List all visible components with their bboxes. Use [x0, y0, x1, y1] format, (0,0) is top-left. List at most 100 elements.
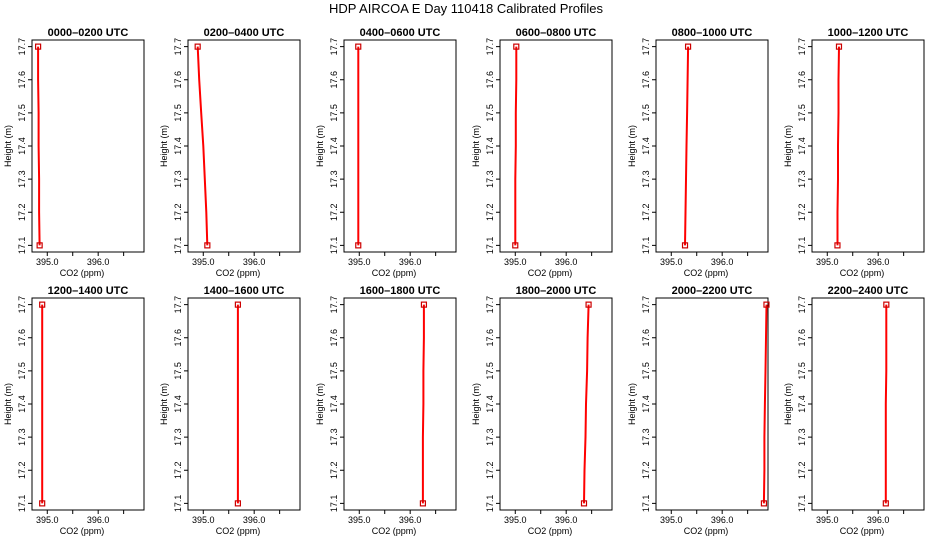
- y-tick-label: 17.5: [173, 104, 183, 122]
- profile-marker: [204, 242, 211, 249]
- y-tick-label: 17.1: [17, 237, 27, 255]
- y-axis-label: Height (m): [471, 383, 481, 425]
- y-tick-label: 17.2: [485, 203, 495, 221]
- y-tick-label: 17.3: [797, 428, 807, 446]
- profile-marker: [35, 43, 42, 50]
- x-tick-label: 396.0: [867, 257, 890, 267]
- profile-panel: 1400–1600 UTC 395.0 396.0 17.1 17.2 17.3 17.4 1…: [159, 285, 301, 536]
- y-axis-label: Height (m): [3, 383, 13, 425]
- y-tick-label: 17.1: [641, 237, 651, 255]
- y-tick-label: 17.7: [797, 296, 807, 314]
- y-tick-label: 17.4: [641, 137, 651, 155]
- profile-marker: [760, 500, 768, 507]
- y-tick-label: 17.6: [797, 329, 807, 347]
- y-tick-label: 17.2: [485, 461, 495, 479]
- profile-line: [514, 46, 518, 246]
- plot-frame: [31, 39, 145, 253]
- y-tick-label: 17.6: [485, 71, 495, 89]
- profile-marker: [420, 301, 428, 308]
- y-tick-label: 17.4: [485, 395, 495, 413]
- profile-marker: [585, 301, 592, 308]
- y-tick-label: 17.7: [173, 296, 183, 314]
- y-tick-label: 17.2: [641, 461, 651, 479]
- y-tick-label: 17.3: [641, 170, 651, 188]
- x-tick-label: 395.0: [660, 515, 683, 525]
- y-tick-label: 17.6: [173, 71, 183, 89]
- y-tick-label: 17.7: [797, 38, 807, 56]
- y-tick-label: 17.4: [329, 137, 339, 155]
- profile-marker: [684, 43, 692, 50]
- y-tick-label: 17.2: [641, 203, 651, 221]
- y-tick-label: 17.2: [173, 461, 183, 479]
- panel-title: 0400–0600 UTC: [360, 27, 441, 39]
- x-tick-label: 396.0: [399, 515, 422, 525]
- profile-line: [836, 46, 840, 246]
- y-tick-label: 17.7: [485, 296, 495, 314]
- profile-marker: [835, 43, 843, 50]
- x-tick-label: 396.0: [711, 515, 734, 525]
- profile-line: [196, 46, 209, 246]
- y-tick-label: 17.4: [17, 137, 27, 155]
- x-tick-label: 396.0: [87, 257, 110, 267]
- x-tick-label: 396.0: [243, 257, 266, 267]
- y-tick-label: 17.5: [641, 104, 651, 122]
- plot-frame: [343, 297, 457, 511]
- profile-panel: 0000–0200 UTC 395.0 396.0 17.1 17.2 17.3 17.4 1…: [3, 27, 145, 278]
- profile-marker: [512, 242, 519, 249]
- y-tick-label: 17.3: [485, 170, 495, 188]
- y-tick-label: 17.5: [173, 362, 183, 380]
- y-tick-label: 17.7: [17, 38, 27, 56]
- x-axis-label: CO2 (ppm): [684, 268, 729, 278]
- x-tick-label: 395.0: [816, 515, 839, 525]
- panel-title: 0200–0400 UTC: [204, 27, 285, 39]
- y-tick-label: 17.1: [485, 495, 495, 513]
- plot-frame: [499, 297, 613, 511]
- y-tick-label: 17.1: [329, 495, 339, 513]
- plot-frame: [343, 39, 457, 253]
- y-tick-label: 17.5: [17, 104, 27, 122]
- profile-line: [684, 46, 690, 246]
- x-axis-label: CO2 (ppm): [684, 526, 729, 536]
- panel-title: 0800–1000 UTC: [672, 27, 753, 39]
- x-axis-label: CO2 (ppm): [372, 526, 417, 536]
- x-tick-label: 395.0: [504, 257, 527, 267]
- x-axis-label: CO2 (ppm): [840, 268, 885, 278]
- panel-title: 1600–1800 UTC: [360, 285, 441, 297]
- profile-panel: 2000–2200 UTC 395.0 396.0 17.1 17.2 17.3 17.4 1…: [627, 285, 770, 536]
- profile-marker: [513, 43, 520, 50]
- y-tick-label: 17.7: [17, 296, 27, 314]
- profile-panel: 0600–0800 UTC 395.0 396.0 17.1 17.2 17.3 17.4 1…: [471, 27, 613, 278]
- y-tick-label: 17.7: [329, 296, 339, 314]
- panel-title: 1800–2000 UTC: [516, 285, 597, 297]
- panel-title: 1200–1400 UTC: [48, 285, 129, 297]
- panel-title: 0000–0200 UTC: [48, 27, 129, 39]
- y-tick-label: 17.4: [329, 395, 339, 413]
- y-axis-label: Height (m): [627, 383, 637, 425]
- y-tick-label: 17.1: [485, 237, 495, 255]
- y-tick-label: 17.2: [17, 203, 27, 221]
- profile-panel: 1600–1800 UTC 395.0 396.0 17.1 17.2 17.3 17.4 1…: [315, 285, 457, 536]
- x-tick-label: 396.0: [87, 515, 110, 525]
- x-tick-label: 396.0: [555, 515, 578, 525]
- y-tick-label: 17.2: [797, 461, 807, 479]
- y-tick-label: 17.5: [17, 362, 27, 380]
- profile-marker: [681, 242, 689, 249]
- y-tick-label: 17.1: [173, 495, 183, 513]
- x-tick-label: 396.0: [867, 515, 890, 525]
- y-tick-label: 17.7: [485, 38, 495, 56]
- panel-title: 0600–0800 UTC: [516, 27, 597, 39]
- x-axis-label: CO2 (ppm): [840, 526, 885, 536]
- x-tick-label: 395.0: [192, 257, 215, 267]
- profile-marker: [36, 242, 43, 249]
- panel-title: 2000–2200 UTC: [672, 285, 753, 297]
- y-tick-label: 17.1: [797, 237, 807, 255]
- x-tick-label: 395.0: [36, 257, 59, 267]
- profile-line: [762, 304, 768, 504]
- profile-marker: [39, 500, 46, 507]
- y-tick-label: 17.7: [329, 38, 339, 56]
- y-tick-label: 17.6: [797, 71, 807, 89]
- x-axis-label: CO2 (ppm): [60, 526, 105, 536]
- plot-frame: [655, 39, 769, 253]
- y-tick-label: 17.5: [797, 362, 807, 380]
- y-tick-label: 17.7: [641, 38, 651, 56]
